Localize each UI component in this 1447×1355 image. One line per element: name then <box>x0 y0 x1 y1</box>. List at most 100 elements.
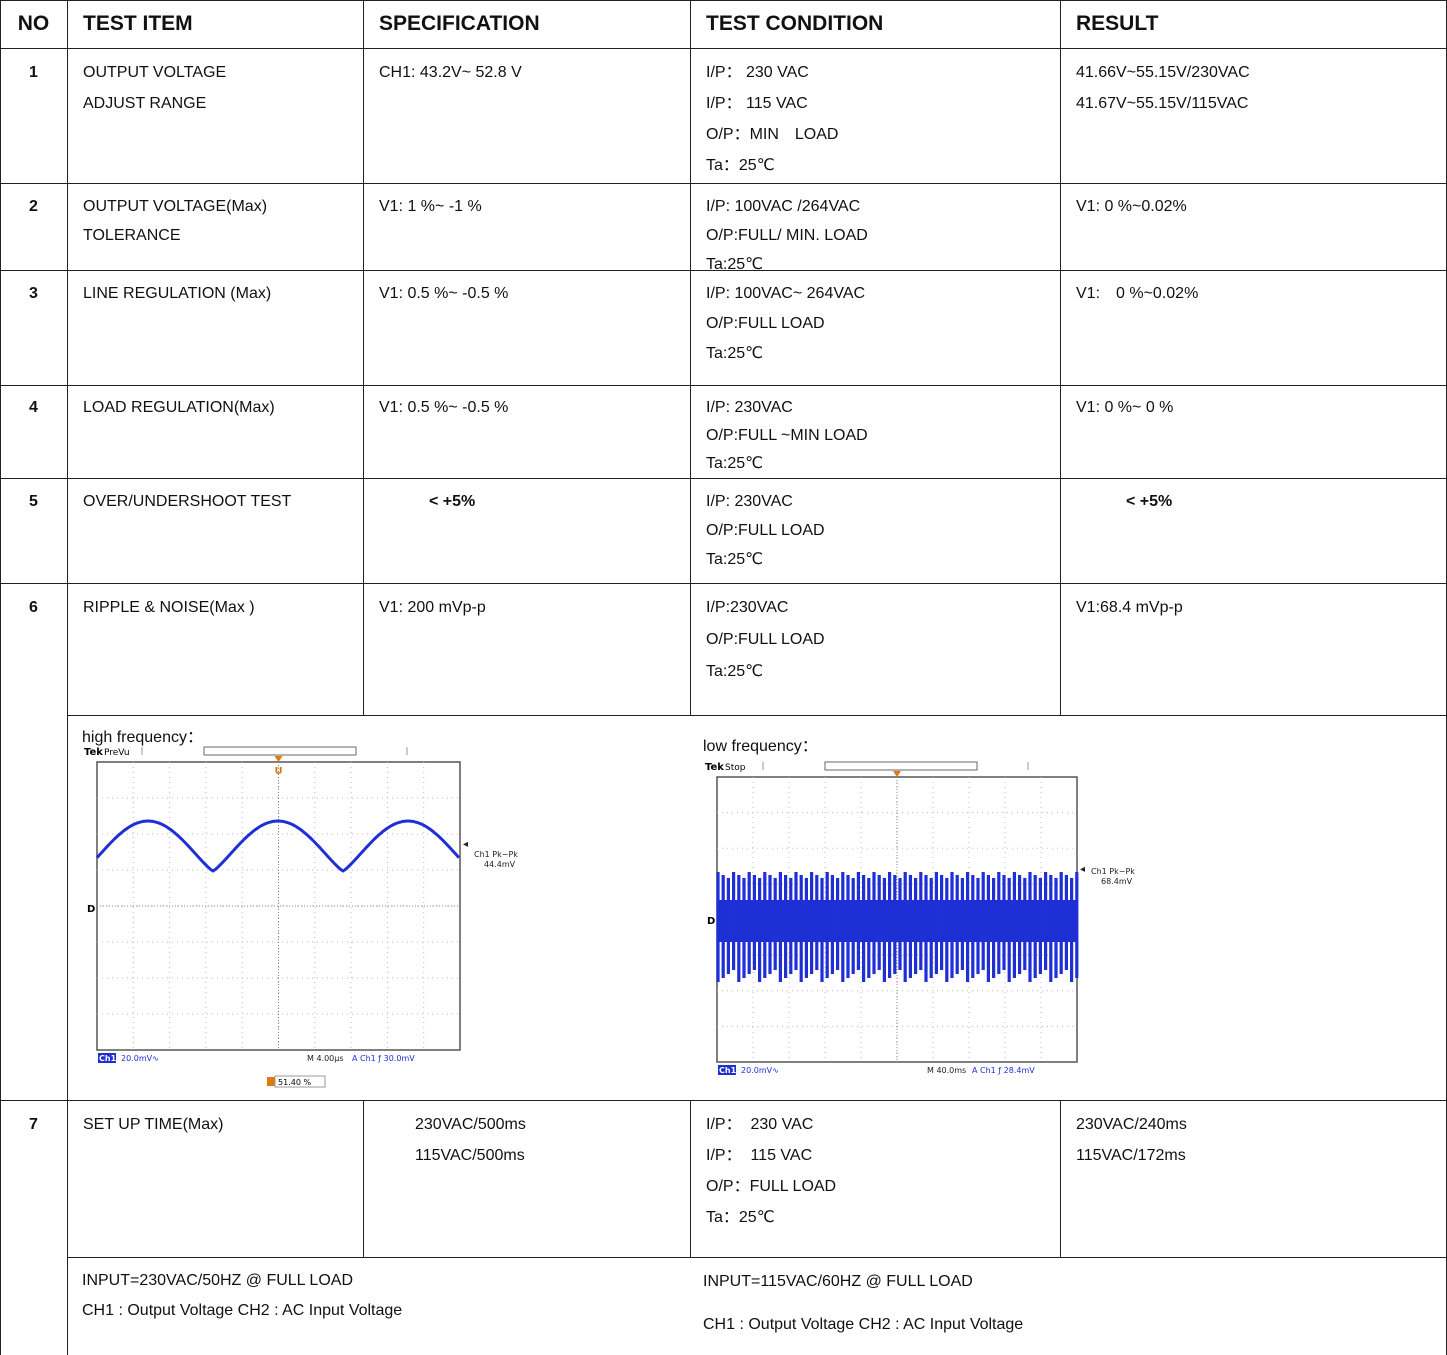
cell-line: 230VAC/500ms <box>415 1116 526 1133</box>
cell-line: O/P:FULL LOAD <box>706 522 825 539</box>
row-number: 6 <box>29 599 38 616</box>
cell-line: I/P: 100VAC /264VAC <box>706 198 861 215</box>
table-cell: LOAD REGULATION(Max) <box>67 385 363 478</box>
cell-line: Ta：25℃ <box>706 157 775 174</box>
rule-line <box>0 478 1447 479</box>
cell-line: O/P:FULL LOAD <box>706 315 825 332</box>
row-number: 4 <box>29 399 38 416</box>
row-number: 1 <box>29 64 38 81</box>
table-cell: RIPPLE & NOISE(Max ) <box>67 583 363 715</box>
cell-line: 41.67V~55.15V/115VAC <box>1076 95 1249 112</box>
rule-line <box>363 1100 364 1257</box>
scope-mode: Stop <box>725 763 746 773</box>
cell-line: Ta:25℃ <box>706 455 764 472</box>
measure-name: Ch1 Pk−Pk <box>474 850 518 859</box>
cell-line: O/P:FULL ~MIN LOAD <box>706 427 868 444</box>
cell-line: V1: 0.5 %~ -0.5 % <box>379 399 509 416</box>
row-number: 3 <box>29 285 38 302</box>
channel-scale: 20.0mV∿ <box>121 1054 159 1063</box>
row-number: 5 <box>29 493 38 510</box>
cell-line: V1: 0 %~0.02% <box>1076 285 1199 302</box>
table-cell: I/P: 230VAC O/P:FULL LOAD Ta:25℃ <box>690 478 1060 583</box>
header-cell: NO <box>17 12 50 35</box>
table-cell: < +5% <box>363 478 690 583</box>
rule-line <box>690 0 691 715</box>
rule-line <box>0 270 1447 271</box>
cursor-box <box>274 1075 326 1088</box>
table-cell: V1: 0 %~0.02% <box>1060 270 1446 385</box>
table-cell: V1: 0 %~ 0 % <box>1060 385 1446 478</box>
cell-line: ADJUST RANGE <box>83 95 207 112</box>
cell-line: SET UP TIME(Max) <box>83 1116 224 1133</box>
cell-line: < +5% <box>429 493 476 510</box>
trigger-marker <box>274 756 283 762</box>
header-cell: SPECIFICATION <box>379 12 540 35</box>
cell-line: Ta：25℃ <box>706 1209 775 1226</box>
cell-line: 115VAC/172ms <box>1076 1147 1186 1164</box>
cell-line: 115VAC/500ms <box>415 1147 525 1164</box>
table-cell: I/P: 230VAC O/P:FULL ~MIN LOAD Ta:25℃ <box>690 385 1060 478</box>
note-line: CH1 : Output Voltage CH2 : AC Input Volt… <box>703 1316 1024 1333</box>
cell-line: O/P：MIN LOAD <box>706 126 839 143</box>
rule-line <box>67 715 1447 716</box>
table-cell: OVER/UNDERSHOOT TEST <box>67 478 363 583</box>
cell-line: TOLERANCE <box>83 227 181 244</box>
cell-line: RIPPLE & NOISE(Max ) <box>83 599 255 616</box>
rule-line <box>0 183 1447 184</box>
waveform-band <box>717 900 1077 942</box>
cursor-value: 51.40 % <box>278 1078 311 1087</box>
table-cell: OUTPUT VOLTAGE ADJUST RANGE <box>67 48 363 183</box>
header-cell: TEST ITEM <box>83 12 193 35</box>
measure-value: 68.4mV <box>1101 877 1133 886</box>
table-cell: V1: 0 %~0.02% <box>1060 183 1446 270</box>
cell-line: LOAD REGULATION(Max) <box>83 399 275 416</box>
note-line: CH1 : Output Voltage CH2 : AC Input Volt… <box>82 1302 403 1319</box>
cell-line: I/P： 115 VAC <box>706 1147 813 1164</box>
cell-line: I/P: 230VAC <box>706 399 793 416</box>
table-cell: V1: 0.5 %~ -0.5 % <box>363 385 690 478</box>
note-line: INPUT=115VAC/60HZ @ FULL LOAD <box>703 1273 973 1290</box>
table-cell: V1: 0.5 %~ -0.5 % <box>363 270 690 385</box>
cell-line: 230VAC/240ms <box>1076 1116 1187 1133</box>
rule-line <box>1060 0 1061 715</box>
channel-badge <box>718 1065 736 1075</box>
rule-line <box>0 48 1447 49</box>
table-cell: I/P： 230 VAC I/P： 115 VAC O/P：FULL LOAD Ta：… <box>690 1100 1060 1257</box>
cell-line: V1: 0 %~ 0 % <box>1076 399 1174 416</box>
scope-brand: Tek <box>84 747 103 758</box>
cell-line: O/P:FULL LOAD <box>706 631 825 648</box>
cell-line: LINE REGULATION (Max) <box>83 285 272 302</box>
note-line: INPUT=230VAC/50HZ @ FULL LOAD <box>82 1272 353 1289</box>
cursor-badge <box>267 1077 275 1086</box>
cell-line: CH1: 43.2V~ 52.8 V <box>379 64 522 81</box>
cell-line: OUTPUT VOLTAGE <box>83 64 227 81</box>
rule-line <box>67 0 68 1355</box>
header-cell: RESULT <box>1076 12 1159 35</box>
table-cell: I/P： 230 VAC I/P： 115 VAC O/P：MIN LOAD Ta：2… <box>690 48 1060 183</box>
cell-line: OVER/UNDERSHOOT TEST <box>83 493 292 510</box>
table-cell: 41.66V~55.15V/230VAC 41.67V~55.15V/115VAC <box>1060 48 1446 183</box>
rule-line <box>0 0 1447 1</box>
trigger-setting: A Ch1 ƒ 30.0mV <box>352 1054 415 1063</box>
scope-label: low frequency： <box>703 738 818 755</box>
table-cell: V1: 200 mVp-p <box>363 583 690 715</box>
cell-line: I/P:230VAC <box>706 599 789 616</box>
scope-mode: PreVu <box>104 748 130 758</box>
cell-line: Ta:25℃ <box>706 663 764 680</box>
trigger-marker <box>893 771 901 777</box>
header-cell: TEST CONDITION <box>706 12 884 35</box>
cell-line: V1: 1 %~ -1 % <box>379 198 482 215</box>
channel-badge <box>98 1053 116 1063</box>
channel-name: Ch1 <box>99 1054 117 1063</box>
cursor-marker: U <box>275 766 283 777</box>
table-cell: SET UP TIME(Max) <box>67 1100 363 1257</box>
cell-line: V1: 200 mVp-p <box>379 599 486 616</box>
cell-line: O/P：FULL LOAD <box>706 1178 837 1195</box>
timebase: M 4.00µs <box>307 1054 344 1063</box>
cell-line: OUTPUT VOLTAGE(Max) <box>83 198 268 215</box>
channel-scale: 20.0mV∿ <box>741 1066 779 1075</box>
trigger-setting: A Ch1 ƒ 28.4mV <box>972 1066 1035 1075</box>
rule-line <box>0 583 1447 584</box>
